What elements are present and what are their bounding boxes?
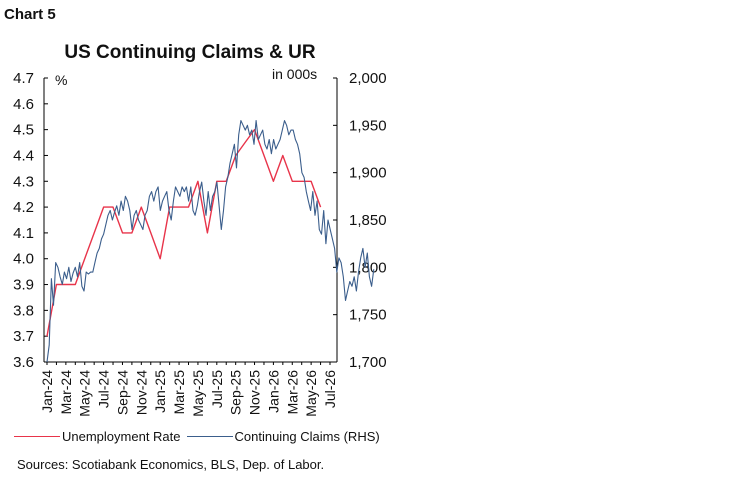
continuing-claims-line: [46, 120, 375, 363]
x-tick-label: Mar-24: [58, 370, 74, 415]
unemployment-rate-line: [46, 128, 322, 337]
x-tick-label: Jan-25: [152, 370, 168, 413]
legend-swatch-unemployment-rate: [14, 436, 60, 437]
left-tick-label: 3.9: [13, 277, 34, 294]
legend-swatch-continuing-claims: [186, 436, 233, 437]
x-tick-label: Sep-24: [114, 370, 130, 415]
x-tick-label: May-25: [190, 370, 206, 417]
left-tick-label: 4.2: [13, 199, 34, 216]
right-tick-label: 1,900: [349, 165, 387, 182]
x-tick-label: Jul-26: [322, 370, 338, 408]
x-tick-label: Nov-25: [247, 370, 263, 415]
x-tick-label: Jul-25: [209, 370, 225, 408]
right-axis-unit: in 000s: [272, 66, 318, 82]
x-tick-label: May-24: [77, 370, 93, 417]
right-tick-label: 1,950: [349, 117, 387, 134]
x-tick-label: Mar-26: [284, 370, 300, 415]
left-tick-label: 4.0: [13, 251, 34, 268]
x-tick-label: Jan-24: [39, 370, 55, 413]
left-tick-label: 4.1: [13, 225, 34, 242]
left-axis-unit: %: [55, 72, 68, 88]
left-tick-label: 4.6: [13, 96, 34, 113]
right-tick-label: 1,750: [349, 307, 387, 324]
legend-label-continuing-claims: Continuing Claims (RHS): [234, 429, 380, 444]
chart-label: Chart 5: [4, 6, 56, 23]
x-tick-label: Jul-24: [96, 370, 112, 408]
legend-item-continuing-claims: Continuing Claims (RHS): [186, 429, 380, 444]
x-tick-label: Nov-24: [133, 370, 149, 415]
x-tick-label: Sep-25: [228, 370, 244, 415]
sources-note: Sources: Scotiabank Economics, BLS, Dep.…: [17, 457, 325, 472]
left-tick-label: 4.4: [13, 147, 34, 164]
right-tick-label: 1,700: [349, 354, 387, 371]
chart-plot: 3.6 3.7 3.8 3.9 4.0 4.1 4.2 4.3 4.4 4.5 4.6 4.7 1,70…: [13, 70, 387, 417]
x-tick-label: Mar-25: [171, 370, 187, 415]
left-tick-label: 3.8: [13, 302, 34, 319]
legend-item-unemployment-rate: Unemployment Rate: [14, 429, 181, 444]
left-tick-label: 4.5: [13, 122, 34, 139]
legend: Unemployment Rate Continuing Claims (RHS…: [14, 429, 386, 444]
left-tick-label: 3.6: [13, 354, 34, 371]
right-tick-label: 2,000: [349, 70, 387, 87]
legend-label-unemployment-rate: Unemployment Rate: [62, 429, 181, 444]
x-tick-label: May-26: [303, 370, 319, 417]
left-tick-label: 4.7: [13, 70, 34, 87]
left-tick-label: 3.7: [13, 328, 34, 345]
chart-title: US Continuing Claims & UR: [64, 42, 316, 63]
right-tick-label: 1,850: [349, 212, 387, 229]
left-tick-label: 4.3: [13, 173, 34, 190]
x-tick-label: Jan-26: [265, 370, 281, 413]
